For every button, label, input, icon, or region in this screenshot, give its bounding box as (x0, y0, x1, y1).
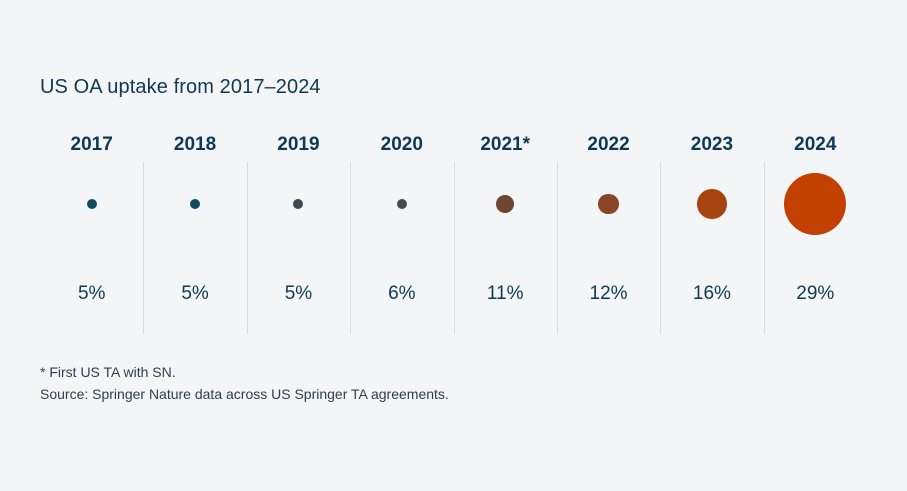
column-divider (763, 162, 765, 334)
bubble-mark (495, 194, 515, 214)
column-divider (660, 162, 662, 334)
column-divider (246, 162, 248, 334)
bubble-mark (293, 199, 304, 209)
chart-column: 2022 12% (557, 120, 660, 335)
footnote-note: * First US TA with SN. (40, 364, 176, 380)
bubble-mark (598, 193, 619, 215)
x-tick-label: 2022 (587, 134, 630, 155)
data-label: 16% (692, 283, 731, 304)
bubble-chart: 2017 5% 2018 5% 2019 5% 2020 6% 2021* 11% 2022 12% 2… (40, 120, 867, 335)
x-tick-label: 2019 (277, 134, 320, 155)
column-divider (556, 162, 558, 334)
chart-column: 2019 5% (247, 120, 350, 335)
bubble-mark (396, 199, 407, 209)
x-tick-label: 2020 (380, 134, 423, 155)
chart-column: 2018 5% (143, 120, 246, 335)
data-label: 29% (796, 283, 835, 304)
chart-column: 2021* 11% (454, 120, 557, 335)
x-tick-label: 2023 (690, 134, 734, 155)
x-tick-label: 2017 (70, 134, 113, 155)
footnote-source: Source: Springer Nature data across US S… (40, 386, 449, 402)
x-tick-label: 2018 (173, 134, 217, 155)
data-label: 12% (589, 283, 628, 304)
data-label: 5% (77, 283, 106, 304)
data-label: 11% (486, 283, 524, 304)
data-label: 5% (284, 283, 313, 304)
column-divider (350, 162, 352, 334)
column-divider (143, 162, 145, 334)
bubble-mark (86, 199, 97, 209)
chart-column: 2020 6% (350, 120, 453, 335)
chart-column: 2017 5% (40, 120, 143, 335)
chart-column: 2024 29% (764, 120, 867, 335)
data-label: 6% (388, 283, 416, 304)
data-label: 5% (181, 283, 209, 304)
bubble-mark (190, 199, 201, 209)
bubble-mark (697, 189, 727, 219)
footnotes: * First US TA with SN. Source: Springer … (40, 361, 449, 405)
bubble-mark (784, 173, 847, 235)
chart-column: 2023 16% (660, 120, 763, 335)
x-tick-label: 2024 (794, 134, 837, 155)
x-tick-label: 2021* (480, 134, 531, 155)
chart-title: US OA uptake from 2017–2024 (40, 76, 321, 98)
column-divider (453, 162, 455, 334)
